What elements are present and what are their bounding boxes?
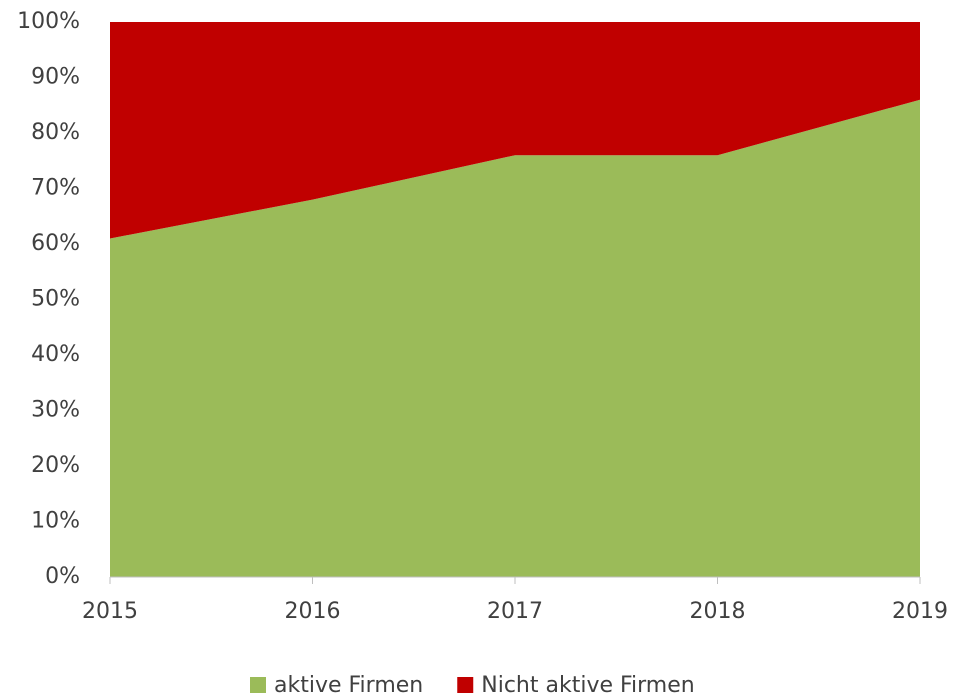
x-tick-label: 2015	[82, 599, 138, 624]
x-tick-label: 2019	[892, 599, 948, 624]
x-tick-label: 2018	[690, 599, 746, 624]
y-tick-label: 90%	[31, 65, 80, 90]
legend-label: Nicht aktive Firmen	[481, 673, 694, 698]
area	[110, 22, 920, 239]
area	[110, 99, 920, 577]
legend-swatch	[457, 677, 474, 693]
x-tick-label: 2017	[487, 599, 543, 624]
y-tick-label: 40%	[31, 342, 80, 367]
y-tick-label: 20%	[31, 453, 80, 478]
y-tick-label: 10%	[31, 509, 80, 534]
y-tick-label: 70%	[31, 176, 80, 201]
y-tick-label: 30%	[31, 398, 80, 423]
y-tick-label: 50%	[31, 287, 80, 312]
legend-swatch	[250, 677, 266, 693]
y-tick-label: 60%	[31, 231, 80, 256]
y-tick-label: 100%	[17, 9, 80, 34]
legend-label: aktive Firmen	[274, 673, 423, 698]
x-tick-label: 2016	[285, 599, 341, 624]
y-tick-label: 0%	[45, 564, 80, 589]
y-tick-label: 80%	[31, 120, 80, 145]
